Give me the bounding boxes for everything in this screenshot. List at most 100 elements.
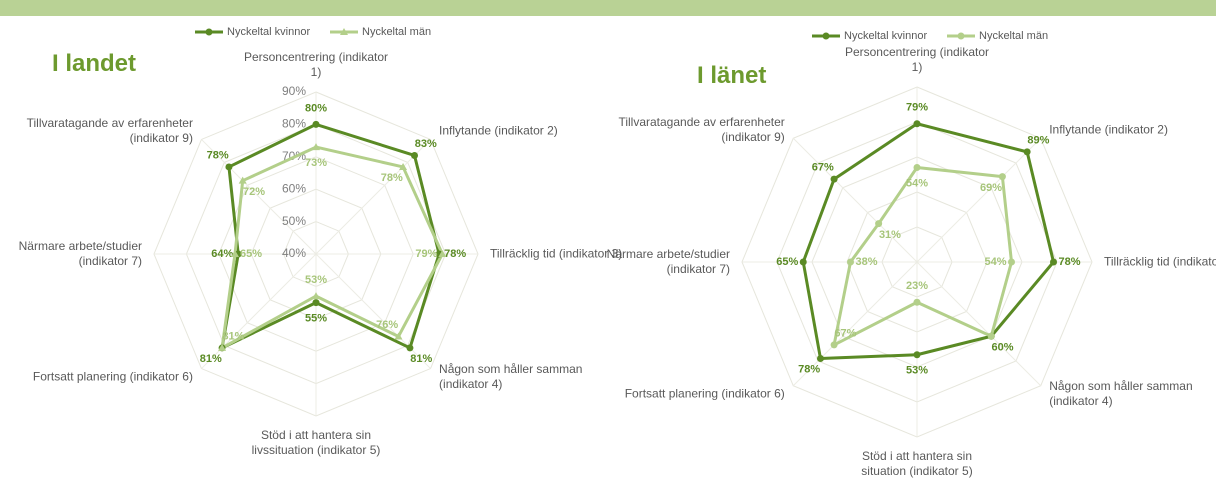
legend-marker bbox=[822, 32, 830, 40]
category-label: Tillräcklig tid (indikator 3) bbox=[490, 246, 623, 261]
marker bbox=[875, 220, 883, 228]
marker bbox=[830, 341, 838, 349]
marker bbox=[312, 120, 320, 128]
value-label: 79% bbox=[906, 102, 928, 114]
category-label: Tillvaratagande av erfarenheter (indikat… bbox=[26, 115, 193, 145]
category-label: Någon som håller samman (indikator 4) bbox=[1049, 379, 1193, 409]
legend-label: Nyckeltal kvinnor bbox=[844, 30, 927, 42]
value-label: 79% bbox=[415, 248, 437, 260]
r-tick-label: 80% bbox=[282, 117, 306, 131]
category-label: Närmare arbete/studier (indikator 7) bbox=[606, 247, 730, 276]
spoke bbox=[916, 137, 1042, 263]
legend-label: Nyckeltal män bbox=[362, 26, 431, 38]
r-tick-label: 90% bbox=[282, 84, 306, 98]
category-label: Fortsatt planering (indikator 6) bbox=[32, 369, 193, 384]
value-label: 76% bbox=[376, 319, 398, 331]
marker bbox=[399, 162, 408, 170]
marker bbox=[225, 163, 233, 171]
category-label: Inflytande (indikator 2) bbox=[1049, 122, 1168, 137]
marker bbox=[913, 120, 921, 128]
value-label: 72% bbox=[243, 186, 265, 198]
category-label: Stöd i att hantera sin livssituation (in… bbox=[251, 428, 381, 457]
value-label: 83% bbox=[415, 138, 437, 150]
value-label: 54% bbox=[984, 256, 1006, 268]
spoke bbox=[916, 261, 1042, 387]
value-label: 89% bbox=[1027, 134, 1049, 146]
category-label: Tillräcklig tid (indikator 3) bbox=[1104, 254, 1216, 269]
marker bbox=[998, 173, 1006, 181]
value-label: 67% bbox=[812, 162, 834, 174]
marker bbox=[913, 351, 921, 359]
marker bbox=[411, 151, 419, 159]
value-label: 80% bbox=[305, 102, 327, 114]
legend-marker bbox=[957, 32, 965, 40]
marker bbox=[913, 164, 921, 171]
marker bbox=[816, 355, 824, 363]
value-label: 65% bbox=[776, 256, 798, 268]
value-label: 23% bbox=[906, 280, 928, 292]
charts: 40%50%60%70%80%90%80%83%78%81%55%81%64%7… bbox=[153, 26, 1093, 438]
marker bbox=[438, 250, 447, 257]
marker bbox=[799, 258, 807, 266]
value-label: 55% bbox=[305, 313, 327, 325]
category-label: Personcentrering (indikator 1) bbox=[243, 50, 389, 79]
chart-title: I länet bbox=[697, 62, 767, 89]
marker bbox=[830, 175, 838, 183]
value-label: 78% bbox=[207, 150, 229, 162]
marker bbox=[1008, 258, 1015, 266]
value-label: 67% bbox=[834, 328, 856, 340]
r-tick-label: 60% bbox=[282, 181, 306, 195]
marker bbox=[312, 299, 320, 307]
marker bbox=[1023, 148, 1031, 156]
marker bbox=[312, 292, 320, 300]
spoke bbox=[315, 139, 431, 255]
spoke bbox=[792, 261, 918, 387]
legend-marker bbox=[205, 28, 213, 36]
legend-marker bbox=[340, 28, 348, 35]
header-band bbox=[0, 0, 1216, 16]
category-label: Närmare arbete/studier (indikator 7) bbox=[18, 239, 142, 268]
value-label: 81% bbox=[200, 353, 222, 365]
value-label: 78% bbox=[381, 172, 403, 184]
marker bbox=[913, 298, 921, 306]
value-label: 78% bbox=[1058, 256, 1080, 268]
value-label: 53% bbox=[305, 274, 327, 286]
value-label: 53% bbox=[906, 365, 928, 377]
marker bbox=[406, 344, 414, 352]
r-tick-label: 40% bbox=[282, 246, 306, 260]
marker bbox=[218, 343, 227, 351]
marker bbox=[231, 250, 239, 257]
r-tick-label: 50% bbox=[282, 214, 306, 228]
spoke bbox=[792, 137, 918, 263]
spoke bbox=[201, 139, 317, 255]
category-label: Någon som håller samman (indikator 4) bbox=[439, 362, 583, 392]
marker bbox=[238, 176, 247, 184]
value-label: 64% bbox=[211, 248, 233, 260]
value-label: 60% bbox=[992, 341, 1014, 353]
category-label: Stöd i att hantera sin situation (indika… bbox=[861, 449, 973, 478]
legend-label: Nyckeltal män bbox=[979, 30, 1048, 42]
series-line bbox=[801, 122, 1055, 361]
value-label: 78% bbox=[444, 248, 466, 260]
marker bbox=[394, 332, 403, 340]
value-label: 81% bbox=[410, 353, 432, 365]
marker bbox=[987, 332, 995, 340]
category-label: Fortsatt planering (indikator 6) bbox=[624, 386, 785, 401]
value-label: 31% bbox=[879, 229, 901, 241]
category-label: Tillvaratagande av erfarenheter (indikat… bbox=[618, 114, 785, 144]
series-line bbox=[220, 122, 441, 350]
value-label: 65% bbox=[240, 248, 262, 260]
value-label: 54% bbox=[906, 177, 928, 189]
legend-label: Nyckeltal kvinnor bbox=[227, 26, 310, 38]
value-label: 78% bbox=[798, 364, 820, 376]
value-label: 69% bbox=[980, 182, 1002, 194]
value-label: 73% bbox=[305, 157, 327, 169]
marker bbox=[312, 143, 320, 151]
marker bbox=[1050, 258, 1057, 266]
category-label: Personcentrering (indikator 1) bbox=[844, 45, 990, 74]
chart-title: I landet bbox=[52, 50, 137, 77]
value-label: 38% bbox=[855, 256, 877, 268]
value-label: 81% bbox=[222, 331, 244, 343]
marker bbox=[847, 258, 854, 266]
